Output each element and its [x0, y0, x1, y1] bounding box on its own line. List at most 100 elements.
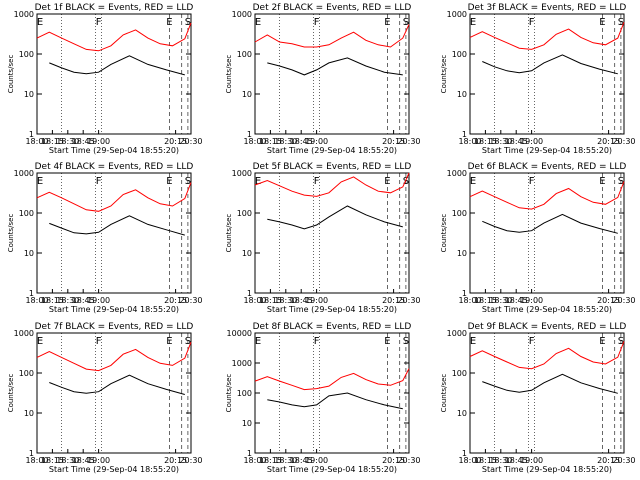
x-tick-label: 18:15 [474, 296, 497, 305]
x-axis-label: Start Time (29-Sep-04 18:55:20) [482, 305, 612, 314]
plot-frame [254, 13, 410, 135]
plot-frame [36, 332, 192, 454]
x-tick-label: 18:45 [505, 137, 528, 146]
panel-title: Det 7f BLACK = Events, RED = LLD [35, 322, 194, 332]
panel-title: Det 1f BLACK = Events, RED = LLD [35, 3, 194, 13]
marker-letter: F [96, 336, 102, 347]
series-events-line [482, 213, 618, 234]
marker-letter: S [403, 17, 409, 28]
y-tick-label: 10 [242, 90, 252, 99]
y-axis-label: Counts/sec [440, 55, 448, 94]
y-tick-label: 100 [452, 369, 467, 378]
y-tick-label: 1000 [447, 329, 467, 338]
y-tick-label: 1000 [14, 169, 34, 178]
y-tick-label: 100 [19, 50, 34, 59]
x-tick-label: 20:30 [397, 456, 420, 465]
marker-letter: F [96, 17, 102, 28]
y-tick-label: 10 [457, 249, 467, 258]
series-lld-line [36, 22, 192, 52]
x-tick-label: 18:15 [41, 137, 64, 146]
marker-letter: E [470, 336, 476, 347]
marker-letter: E [599, 17, 605, 28]
x-tick-label: 19:00 [87, 456, 110, 465]
x-tick-label: 18:45 [290, 296, 313, 305]
marker-letter: E [255, 176, 261, 187]
x-tick-label: 19:00 [520, 456, 543, 465]
x-tick-label: 18:45 [72, 456, 95, 465]
plot-frame [469, 172, 625, 294]
x-tick-label: 18:00 [458, 456, 481, 465]
x-tick-label: 18:30 [56, 137, 79, 146]
x-tick-label: 18:30 [274, 456, 297, 465]
plot-frame [36, 13, 192, 135]
series-events-line [49, 55, 185, 76]
plot-frame [254, 332, 410, 454]
y-tick-label: 1 [462, 449, 467, 458]
x-axis-label: Start Time (29-Sep-04 18:55:20) [267, 305, 397, 314]
series-lld-line [36, 182, 192, 212]
y-tick-label: 1000 [232, 10, 252, 19]
panel-title: Det 4f BLACK = Events, RED = LLD [35, 162, 194, 172]
marker-letter: E [384, 17, 390, 28]
x-tick-label: 20:15 [382, 296, 405, 305]
y-tick-label: 100 [452, 50, 467, 59]
panel-5: Det 5f BLACK = Events, RED = LLD 1 10 100 10… [225, 162, 421, 314]
series-lld-line [469, 181, 625, 210]
x-tick-label: 20:15 [164, 456, 187, 465]
x-tick-label: 18:00 [25, 296, 48, 305]
marker-letter: F [96, 176, 102, 187]
plot-frame [469, 13, 625, 135]
marker-letter: E [255, 336, 261, 347]
x-tick-label: 20:15 [597, 137, 620, 146]
marker-letter: E [599, 176, 605, 187]
x-tick-label: 18:30 [489, 137, 512, 146]
y-tick-label: 10 [24, 90, 34, 99]
x-tick-label: 18:45 [72, 296, 95, 305]
x-tick-label: 18:45 [290, 456, 313, 465]
series-events-line [267, 205, 403, 230]
y-axis-label: Counts/sec [440, 374, 448, 413]
y-tick-label: 1 [29, 130, 34, 139]
x-axis-label: Start Time (29-Sep-04 18:55:20) [49, 305, 179, 314]
marker-letter: E [166, 336, 172, 347]
marker-letter: F [529, 336, 535, 347]
x-axis-label: Start Time (29-Sep-04 18:55:20) [267, 465, 397, 474]
series-lld-line [254, 24, 410, 48]
y-tick-label: 1000 [447, 10, 467, 19]
x-axis-label: Start Time (29-Sep-04 18:55:20) [49, 465, 179, 474]
panel-title: Det 5f BLACK = Events, RED = LLD [253, 162, 412, 172]
y-tick-label: 10 [457, 409, 467, 418]
x-tick-label: 18:15 [41, 296, 64, 305]
y-tick-label: 10 [24, 249, 34, 258]
panel-1: Det 1f BLACK = Events, RED = LLD 1 10 100 10… [7, 3, 203, 155]
x-tick-label: 19:00 [87, 137, 110, 146]
x-tick-label: 18:00 [458, 296, 481, 305]
marker-letter: E [166, 17, 172, 28]
x-tick-label: 18:15 [41, 456, 64, 465]
y-tick-label: 1000 [232, 169, 252, 178]
x-tick-label: 19:00 [305, 456, 328, 465]
x-tick-label: 18:00 [25, 137, 48, 146]
panel-title: Det 3f BLACK = Events, RED = LLD [468, 3, 627, 13]
panel-title: Det 6f BLACK = Events, RED = LLD [468, 162, 627, 172]
marker-letter: E [384, 176, 390, 187]
y-axis-label: Counts/sec [225, 55, 233, 94]
panel-title: Det 2f BLACK = Events, RED = LLD [253, 3, 412, 13]
series-events-line [482, 54, 618, 75]
panel-7: Det 7f BLACK = Events, RED = LLD 1 10 100 10… [7, 322, 203, 474]
x-tick-label: 18:00 [243, 137, 266, 146]
x-tick-label: 18:30 [56, 296, 79, 305]
y-axis-label: Counts/sec [440, 214, 448, 253]
x-tick-label: 20:30 [179, 296, 202, 305]
x-tick-label: 18:15 [259, 137, 282, 146]
panel-title: Det 8f BLACK = Events, RED = LLD [253, 322, 412, 332]
y-tick-label: 10 [24, 409, 34, 418]
y-axis-label: Counts/sec [7, 374, 15, 413]
y-tick-label: 1 [462, 130, 467, 139]
series-lld-line [254, 172, 410, 197]
x-tick-label: 18:45 [505, 456, 528, 465]
y-tick-label: 100 [237, 209, 252, 218]
x-tick-label: 20:15 [597, 456, 620, 465]
marker-letter: S [618, 17, 624, 28]
series-lld-line [469, 341, 625, 370]
